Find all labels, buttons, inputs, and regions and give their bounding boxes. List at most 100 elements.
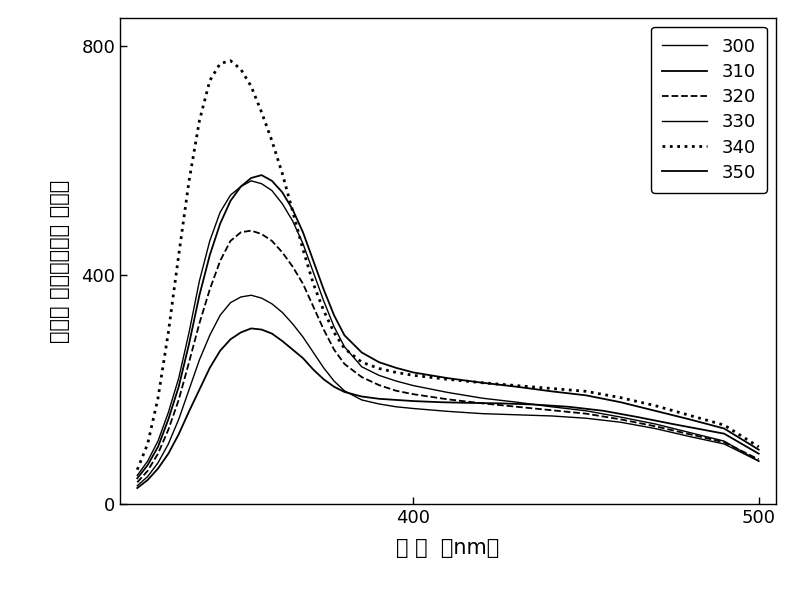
310 bbox=[236, 183, 246, 190]
310 bbox=[478, 379, 487, 386]
320 bbox=[298, 280, 308, 288]
310 bbox=[754, 446, 763, 453]
320 bbox=[391, 387, 401, 394]
320 bbox=[143, 467, 153, 474]
350 bbox=[357, 393, 366, 400]
X-axis label: 波 长  （nm）: 波 长 （nm） bbox=[396, 538, 500, 558]
340 bbox=[685, 412, 694, 419]
310 bbox=[153, 444, 162, 451]
330 bbox=[133, 482, 142, 489]
320 bbox=[174, 396, 183, 403]
340 bbox=[257, 109, 266, 116]
350 bbox=[246, 325, 256, 332]
310 bbox=[298, 229, 308, 236]
300 bbox=[226, 192, 235, 199]
300 bbox=[288, 217, 298, 224]
310 bbox=[205, 251, 214, 259]
340 bbox=[319, 307, 329, 314]
Line: 300: 300 bbox=[138, 181, 758, 476]
350 bbox=[330, 383, 339, 390]
330 bbox=[205, 331, 214, 339]
340 bbox=[246, 83, 256, 90]
300 bbox=[582, 407, 591, 415]
350 bbox=[436, 398, 446, 406]
310 bbox=[226, 197, 235, 205]
320 bbox=[340, 361, 350, 368]
340 bbox=[409, 372, 418, 379]
330 bbox=[278, 309, 287, 316]
300 bbox=[153, 438, 162, 445]
350 bbox=[309, 366, 318, 373]
300 bbox=[143, 458, 153, 465]
340 bbox=[267, 137, 277, 144]
300 bbox=[267, 187, 277, 194]
300 bbox=[357, 363, 366, 370]
340 bbox=[133, 466, 142, 473]
350 bbox=[143, 476, 153, 483]
300 bbox=[194, 278, 204, 285]
350 bbox=[319, 376, 329, 383]
320 bbox=[288, 263, 298, 270]
350 bbox=[633, 413, 642, 420]
310 bbox=[174, 383, 183, 390]
300 bbox=[298, 240, 308, 247]
350 bbox=[163, 450, 173, 457]
350 bbox=[461, 399, 470, 406]
Line: 340: 340 bbox=[138, 60, 758, 470]
330 bbox=[719, 441, 729, 448]
300 bbox=[374, 372, 384, 379]
340 bbox=[443, 376, 453, 383]
310 bbox=[582, 392, 591, 399]
330 bbox=[512, 412, 522, 419]
350 bbox=[194, 386, 204, 393]
300 bbox=[319, 298, 329, 305]
310 bbox=[267, 177, 277, 184]
330 bbox=[374, 400, 384, 407]
300 bbox=[205, 237, 214, 244]
340 bbox=[174, 251, 183, 259]
320 bbox=[194, 320, 204, 327]
310 bbox=[340, 331, 350, 339]
340 bbox=[391, 369, 401, 376]
340 bbox=[226, 57, 235, 64]
330 bbox=[319, 364, 329, 371]
310 bbox=[215, 220, 225, 227]
330 bbox=[443, 408, 453, 415]
330 bbox=[340, 387, 350, 394]
Y-axis label: 光致发 光强度（原子 单位）: 光致发 光强度（原子 单位） bbox=[50, 179, 70, 343]
320 bbox=[257, 231, 266, 238]
330 bbox=[357, 396, 366, 403]
320 bbox=[357, 374, 366, 381]
340 bbox=[512, 382, 522, 389]
350 bbox=[278, 337, 287, 345]
330 bbox=[616, 419, 626, 426]
330 bbox=[546, 412, 556, 419]
330 bbox=[257, 295, 266, 302]
Legend: 300, 310, 320, 330, 340, 350: 300, 310, 320, 330, 340, 350 bbox=[651, 27, 767, 193]
330 bbox=[298, 333, 308, 340]
320 bbox=[267, 237, 277, 244]
320 bbox=[133, 479, 142, 486]
330 bbox=[163, 441, 173, 448]
300 bbox=[215, 209, 225, 216]
300 bbox=[309, 269, 318, 276]
330 bbox=[309, 349, 318, 356]
320 bbox=[205, 286, 214, 293]
340 bbox=[546, 385, 556, 392]
350 bbox=[174, 431, 183, 438]
300 bbox=[330, 323, 339, 330]
310 bbox=[685, 416, 694, 423]
330 bbox=[226, 299, 235, 306]
330 bbox=[288, 320, 298, 327]
310 bbox=[391, 364, 401, 371]
310 bbox=[163, 416, 173, 423]
300 bbox=[246, 177, 256, 184]
330 bbox=[685, 433, 694, 440]
330 bbox=[330, 378, 339, 385]
340 bbox=[153, 395, 162, 402]
320 bbox=[226, 237, 235, 244]
350 bbox=[564, 403, 574, 410]
300 bbox=[236, 183, 246, 190]
350 bbox=[153, 465, 162, 472]
350 bbox=[495, 400, 505, 407]
